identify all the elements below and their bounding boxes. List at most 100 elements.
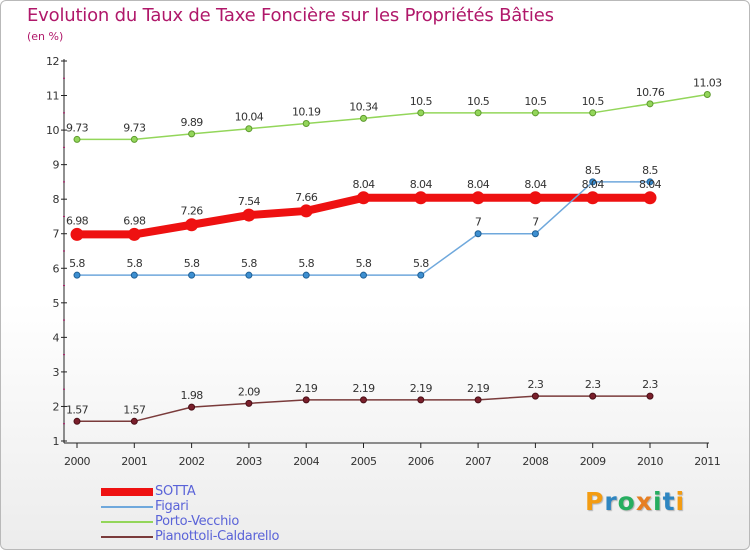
data-point-sotta	[70, 227, 84, 241]
data-point-porto-vecchio	[531, 109, 539, 117]
data-label-porto-vecchio: 10.34	[349, 100, 378, 113]
data-label-sotta: 6.98	[66, 214, 89, 227]
y-tick-label: 11	[46, 90, 59, 103]
data-label-sotta: 7.66	[295, 191, 318, 204]
legend-label-sotta: SOTTA	[155, 484, 196, 499]
data-label-figari: 5.8	[298, 257, 314, 270]
data-point-sotta	[185, 218, 199, 232]
x-tick-label: 2005	[351, 455, 377, 468]
x-tick-label: 2009	[580, 455, 606, 468]
data-label-porto-vecchio: 10.76	[636, 86, 665, 99]
logo-letter: r	[604, 487, 618, 516]
data-point-porto-vecchio	[130, 135, 138, 143]
data-point-figari	[130, 271, 138, 279]
data-label-figari: 7	[532, 216, 539, 229]
data-point-figari	[589, 178, 597, 186]
data-point-sotta	[127, 227, 141, 241]
chart-unit: (en %)	[27, 30, 64, 43]
x-tick-label: 2004	[293, 455, 319, 468]
data-point-porto-vecchio	[302, 120, 310, 128]
data-point-porto-vecchio	[245, 125, 253, 133]
data-point-sotta	[242, 208, 256, 222]
legend: SOTTA Figari Porto-Vecchio Pianottoli-Ca…	[101, 484, 361, 545]
data-label-pianottoli-caldarello: 2.3	[585, 378, 601, 391]
data-point-sotta	[528, 191, 542, 205]
legend-item-pianottoli-caldarello: Pianottoli-Caldarello	[101, 529, 361, 545]
data-point-pianottoli-caldarello	[474, 396, 482, 404]
data-point-sotta	[414, 191, 428, 205]
legend-item-figari: Figari	[101, 499, 361, 515]
y-tick-label: 7	[53, 228, 60, 241]
data-point-porto-vecchio	[73, 135, 81, 143]
data-label-pianottoli-caldarello: 2.19	[295, 382, 318, 395]
data-point-pianottoli-caldarello	[245, 399, 253, 407]
data-label-sotta: 8.04	[639, 178, 662, 191]
data-label-figari: 8.5	[585, 164, 601, 177]
data-label-figari: 5.8	[413, 257, 429, 270]
data-label-pianottoli-caldarello: 2.19	[352, 382, 375, 395]
data-label-sotta: 8.04	[524, 178, 547, 191]
logo-letter: i	[675, 487, 686, 516]
data-point-pianottoli-caldarello	[589, 392, 597, 400]
data-label-pianottoli-caldarello: 1.98	[181, 389, 204, 402]
data-point-figari	[360, 271, 367, 279]
data-point-porto-vecchio	[474, 109, 482, 117]
data-point-sotta	[357, 191, 370, 205]
data-label-sotta: 7.54	[238, 195, 261, 208]
legend-label-porto-vecchio: Porto-Vecchio	[155, 514, 239, 529]
data-label-pianottoli-caldarello: 1.57	[66, 403, 89, 416]
data-label-pianottoli-caldarello: 2.19	[410, 382, 433, 395]
x-tick-label: 2002	[179, 455, 205, 468]
y-tick-label: 2	[53, 400, 60, 413]
data-point-figari	[646, 178, 654, 186]
data-label-porto-vecchio: 10.5	[524, 95, 547, 108]
data-point-pianottoli-caldarello	[73, 417, 81, 425]
series-points	[70, 91, 711, 425]
data-label-porto-vecchio: 10.5	[467, 95, 490, 108]
data-label-figari: 8.5	[642, 164, 658, 177]
data-point-pianottoli-caldarello	[188, 403, 196, 411]
legend-item-porto-vecchio: Porto-Vecchio	[101, 514, 361, 530]
data-point-porto-vecchio	[188, 130, 196, 138]
data-label-pianottoli-caldarello: 2.3	[642, 378, 658, 391]
data-point-pianottoli-caldarello	[302, 396, 310, 404]
data-point-figari	[245, 271, 253, 279]
logo-letter: i	[653, 487, 663, 516]
data-label-sotta: 8.04	[582, 178, 605, 191]
x-tick-label: 2007	[465, 455, 491, 468]
series-line-porto-vecchio	[76, 93, 709, 141]
data-point-sotta	[586, 191, 600, 205]
y-tick-label: 12	[46, 55, 59, 68]
data-label-sotta: 8.04	[410, 178, 433, 191]
x-tick-label: 2011	[694, 455, 720, 468]
data-point-porto-vecchio	[703, 91, 711, 99]
data-label-porto-vecchio: 9.73	[66, 121, 89, 134]
data-label-sotta: 8.04	[467, 178, 490, 191]
data-point-porto-vecchio	[360, 114, 367, 122]
data-point-porto-vecchio	[646, 100, 654, 108]
data-label-figari: 5.8	[184, 257, 200, 270]
data-point-pianottoli-caldarello	[130, 417, 138, 425]
logo-letter: P	[585, 487, 605, 516]
data-labels: 9.73 9.73 9.89 10.04 10.19 10.34 10.5 10.5 10.5 1…	[66, 77, 723, 417]
data-point-pianottoli-caldarello	[646, 392, 654, 400]
data-label-porto-vecchio: 10.5	[410, 95, 433, 108]
legend-swatch-figari	[101, 506, 153, 508]
data-label-sotta: 8.04	[352, 178, 375, 191]
data-label-figari: 5.8	[69, 257, 85, 270]
legend-label-figari: Figari	[155, 499, 189, 514]
data-label-figari: 5.8	[126, 257, 142, 270]
y-tick-label: 1	[53, 435, 60, 448]
x-tick-label: 2008	[522, 455, 548, 468]
data-point-porto-vecchio	[417, 109, 425, 117]
x-tick-label: 2010	[637, 455, 663, 468]
data-label-pianottoli-caldarello: 2.19	[467, 382, 490, 395]
y-tick-label: 9	[53, 159, 60, 172]
data-point-figari	[73, 271, 81, 279]
data-point-porto-vecchio	[589, 109, 597, 117]
chart-title: Evolution du Taux de Taxe Foncière sur l…	[27, 5, 554, 26]
data-label-porto-vecchio: 11.03	[693, 77, 722, 90]
